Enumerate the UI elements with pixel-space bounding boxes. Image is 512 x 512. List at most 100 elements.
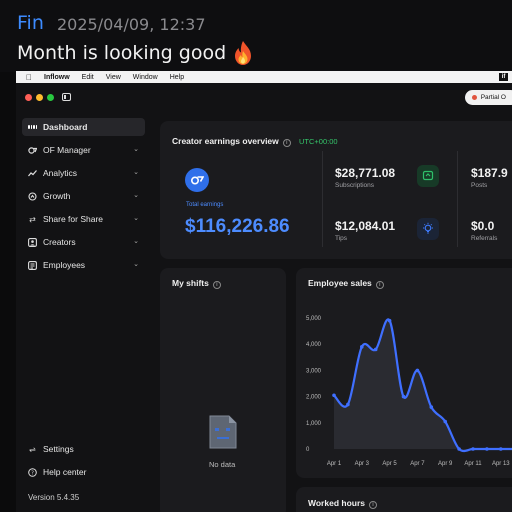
employee-sales-title-text: Employee sales [308, 278, 372, 288]
sales-data-point[interactable] [457, 447, 461, 451]
status-pill-label: Partial O [480, 94, 506, 101]
sales-data-point[interactable] [429, 405, 434, 409]
macos-menubar:  Infloww Edit View Window Help if [16, 71, 512, 83]
x-tick-label: Apr 9 [438, 461, 453, 467]
referrals-value: $0.0 [471, 219, 495, 233]
analytics-icon [28, 169, 37, 178]
sidebar-toggle-icon[interactable] [62, 93, 71, 101]
sidebar-item-help-center[interactable]: ? Help center [22, 463, 145, 481]
swap-icon: ⇄ [29, 214, 36, 224]
sales-data-point[interactable] [485, 447, 489, 451]
sidebar-item-dashboard[interactable]: Dashboard [22, 118, 145, 136]
chevron-down-icon: ⌄ [133, 169, 139, 176]
info-icon[interactable]: i [375, 281, 384, 289]
sidebar: Dashboard OF Manager ⌄ Analytics ⌄ Growt… [16, 111, 150, 512]
subscriptions-value: $28,771.08 [335, 166, 396, 180]
minimize-window-button[interactable] [36, 94, 43, 101]
sidebar-item-label: Dashboard [43, 122, 88, 132]
chat-sender: Fin [17, 12, 44, 34]
chat-timestamp: 2025/04/09, 12:37 [57, 15, 206, 34]
subscriptions-label: Subscriptions [335, 182, 375, 189]
tips-value: $12,084.01 [335, 219, 396, 233]
sidebar-item-settings[interactable]: ⇌ Settings [22, 440, 145, 458]
sales-data-point[interactable] [387, 318, 392, 323]
info-icon[interactable]: i [212, 281, 221, 289]
posts-value: $187.9 [471, 166, 508, 180]
of-icon [28, 146, 37, 155]
sales-data-point[interactable] [471, 447, 475, 451]
y-tick-label: 1,000 [306, 421, 322, 427]
sidebar-item-of-manager[interactable]: OF Manager ⌄ [22, 141, 145, 159]
sales-data-point[interactable] [373, 347, 378, 352]
chevron-down-icon: ⌄ [133, 238, 139, 245]
earnings-overview-title-text: Creator earnings overview [172, 136, 279, 146]
sidebar-item-label: Employees [43, 260, 86, 270]
sales-data-point[interactable] [401, 394, 406, 399]
sidebar-item-analytics[interactable]: Analytics ⌄ [22, 164, 145, 182]
info-icon[interactable]: i [369, 501, 377, 509]
earnings-overview-title: Creator earnings overview i [172, 136, 291, 147]
x-tick-label: Apr 5 [382, 461, 397, 467]
sidebar-item-label: Creators [43, 237, 76, 247]
chevron-down-icon: ⌄ [133, 215, 139, 222]
menubar-app-name[interactable]: Infloww [38, 73, 70, 81]
worked-hours-card: Worked hours i [296, 487, 512, 512]
sidebar-item-label: Analytics [43, 168, 78, 178]
sidebar-item-label: Share for Share [43, 214, 104, 224]
message-icon [417, 165, 439, 187]
earnings-overview-card: Creator earnings overview i UTC+00:00 Tot… [160, 121, 512, 259]
posts-label: Posts [471, 182, 488, 189]
chevron-down-icon: ⌄ [133, 192, 139, 199]
chevron-down-icon: ⌄ [133, 261, 139, 268]
sidebar-item-employees[interactable]: Employees ⌄ [22, 256, 145, 274]
sidebar-item-label: Growth [43, 191, 71, 201]
my-shifts-card: My shifts i No data [160, 268, 286, 512]
sales-data-point[interactable] [499, 447, 503, 451]
infloww-tray-icon[interactable]: if [499, 73, 508, 81]
apple-icon[interactable]:  [26, 73, 32, 82]
worked-hours-title: Worked hours i [308, 498, 377, 509]
empty-document-icon [205, 413, 241, 451]
sales-data-point[interactable] [360, 345, 364, 349]
close-window-button[interactable] [25, 94, 32, 101]
status-pill[interactable]: Partial O [464, 90, 512, 105]
sidebar-item-creators[interactable]: Creators ⌄ [22, 233, 145, 251]
growth-icon [28, 191, 37, 201]
creators-icon [28, 237, 37, 247]
sidebar-item-growth[interactable]: Growth ⌄ [22, 187, 145, 205]
total-earnings-label: Total earnings [186, 202, 224, 208]
timezone-label: UTC+00:00 [299, 137, 338, 146]
my-shifts-title-text: My shifts [172, 278, 209, 288]
settings-icon: ⇌ [29, 444, 36, 454]
no-data-label: No data [209, 460, 236, 469]
menubar-item-help[interactable]: Help [163, 73, 184, 81]
chat-message-text: Month is looking good [17, 42, 227, 64]
grid-icon [28, 123, 37, 132]
divider [457, 151, 458, 247]
x-tick-label: Apr 13 [492, 461, 510, 467]
menubar-item-window[interactable]: Window [126, 73, 158, 81]
sales-data-point[interactable] [415, 368, 420, 373]
window-titlebar: Partial O [16, 83, 512, 111]
sales-data-point[interactable] [346, 402, 350, 407]
y-tick-label: 5,000 [306, 316, 322, 322]
divider [322, 151, 323, 247]
sales-data-point[interactable] [443, 419, 447, 424]
sidebar-item-share-for-share[interactable]: ⇄ Share for Share ⌄ [22, 210, 145, 228]
y-tick-label: 0 [306, 447, 310, 453]
bulb-icon [417, 218, 439, 240]
employee-sales-chart: 0 1,000 2,000 3,000 4,000 5,000 Apr 1 Apr 3 Apr … [306, 316, 512, 467]
svg-text:?: ? [31, 470, 34, 476]
menubar-item-view[interactable]: View [99, 73, 121, 81]
zoom-window-button[interactable] [47, 94, 54, 101]
y-tick-label: 2,000 [306, 395, 322, 401]
y-tick-label: 3,000 [306, 368, 322, 374]
sales-data-point[interactable] [332, 393, 336, 398]
menubar-item-edit[interactable]: Edit [75, 73, 94, 81]
sidebar-settings-label: Settings [43, 444, 74, 454]
employee-sales-card: Employee sales i 0 1,000 2,000 3,000 4,000 5,0… [296, 268, 512, 478]
info-icon[interactable]: i [282, 139, 291, 147]
x-tick-label: Apr 1 [327, 461, 342, 467]
app-version: Version 5.4.35 [28, 493, 80, 502]
x-tick-label: Apr 7 [410, 461, 425, 467]
